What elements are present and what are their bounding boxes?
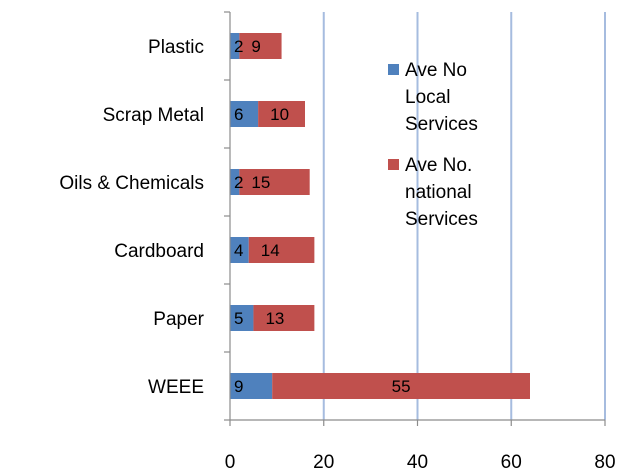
legend-label-1-1: national: [405, 182, 472, 203]
data-label-1-4: 13: [265, 309, 284, 328]
category-label-2: Oils & Chemicals: [59, 173, 204, 194]
x-tick-label-0: 0: [225, 452, 236, 473]
legend-label-0-0: Ave No: [405, 60, 467, 81]
legend-label-1-2: Services: [405, 209, 478, 230]
axes: [224, 11, 606, 426]
legend-swatch-1: [388, 159, 399, 170]
bar-1-5: [272, 373, 530, 399]
category-label-3: Cardboard: [114, 241, 204, 262]
x-tick-label-80: 80: [594, 452, 615, 473]
legend-swatch-0: [388, 64, 399, 75]
bar-1-3: [248, 237, 315, 263]
bar-0-5: [230, 373, 273, 399]
bar-0-1: [230, 101, 259, 127]
bar-1-1: [258, 101, 305, 127]
data-label-0-5: 9: [234, 377, 243, 396]
bar-0-4: [230, 305, 254, 331]
bar-0-2: [230, 169, 240, 195]
data-label-0-2: 2: [234, 173, 243, 192]
x-tick-label-20: 20: [313, 452, 334, 473]
legend: Ave No Local Services Ave No. national Servic…: [388, 60, 478, 230]
category-label-0: Plastic: [148, 37, 204, 58]
x-tick-label-40: 40: [407, 452, 428, 473]
category-label-4: Paper: [153, 309, 204, 330]
x-tick-label-60: 60: [501, 452, 522, 473]
data-label-1-5: 55: [392, 377, 411, 396]
legend-label-1-0: Ave No.: [405, 155, 472, 176]
data-label-1-2: 15: [251, 173, 270, 192]
data-label-0-1: 6: [234, 105, 243, 124]
category-label-5: WEEE: [148, 377, 204, 398]
bar-1-4: [253, 305, 315, 331]
bar-1-2: [239, 169, 310, 195]
data-label-0-3: 4: [234, 241, 243, 260]
data-label-1-3: 14: [261, 241, 280, 260]
data-label-0-0: 2: [234, 37, 243, 56]
data-label-0-4: 5: [234, 309, 243, 328]
bar-0-3: [230, 237, 249, 263]
bar-1-0: [239, 33, 282, 59]
gridlines: [322, 12, 606, 420]
bar-0-0: [230, 33, 240, 59]
data-label-1-1: 10: [270, 105, 289, 124]
legend-label-0-1: Local: [405, 87, 450, 108]
bars: [230, 33, 530, 399]
data-label-1-0: 9: [251, 37, 260, 56]
category-label-1: Scrap Metal: [103, 105, 204, 126]
legend-label-0-2: Services: [405, 114, 478, 135]
